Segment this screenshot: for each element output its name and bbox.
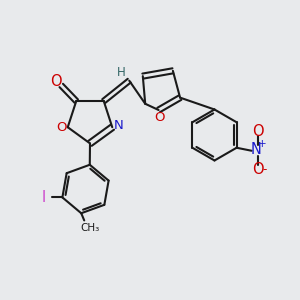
Text: CH₃: CH₃ [80,223,99,232]
Text: O: O [154,111,165,124]
Text: -: - [262,163,267,176]
Text: O: O [56,121,66,134]
Text: +: + [258,139,267,149]
Text: O: O [50,74,62,89]
Text: O: O [252,162,263,177]
Text: I: I [42,190,46,205]
Text: N: N [250,142,262,157]
Text: O: O [252,124,263,139]
Text: N: N [113,119,123,132]
Text: H: H [116,66,125,79]
